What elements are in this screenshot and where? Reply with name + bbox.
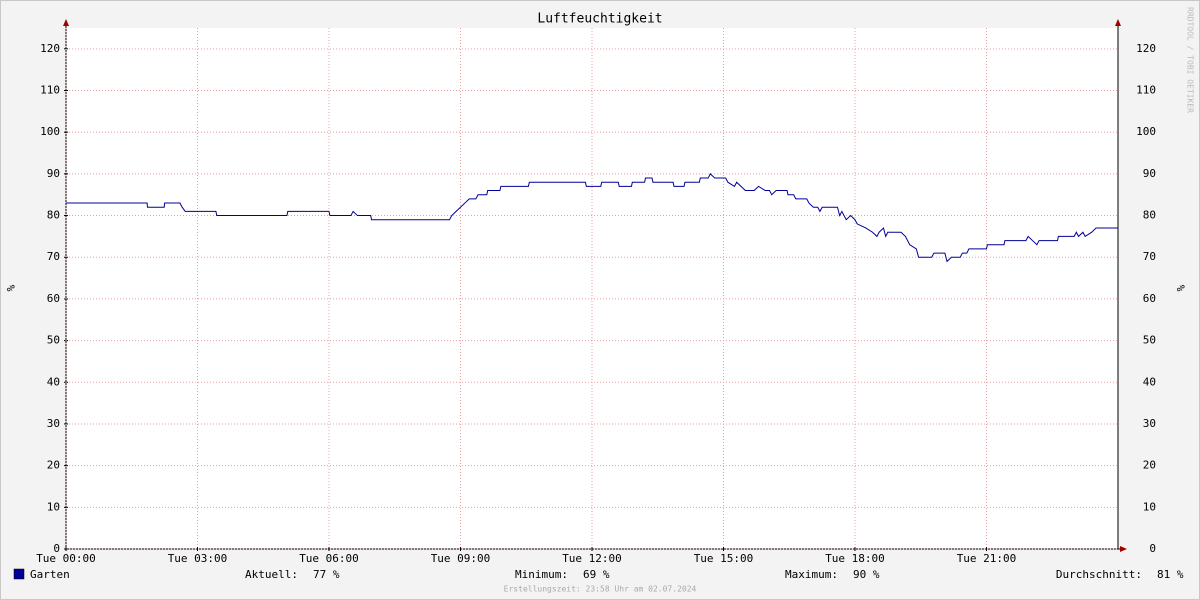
y2-tick-label: 90 [1143,167,1156,180]
y-tick-label: 120 [40,42,60,55]
axis-arrow [1115,19,1121,26]
y-tick-label: 60 [47,292,60,305]
x-tick-label: Tue 06:00 [299,552,359,565]
y2-tick-label: 30 [1143,417,1156,430]
legend-swatch [13,568,25,580]
y2-tick-label: 120 [1136,42,1156,55]
chart-title: Luftfeuchtigkeit [537,12,662,27]
y-tick-label: 80 [47,209,60,222]
x-tick-label: Tue 18:00 [825,552,885,565]
stat-value: 69 % [583,568,610,581]
y2-axis-label: % [1174,285,1187,292]
x-tick-label: Tue 00:00 [36,552,96,565]
y2-tick-label: 110 [1136,84,1156,97]
y-tick-label: 20 [47,459,60,472]
y2-tick-label: 50 [1143,334,1156,347]
x-tick-label: Tue 09:00 [431,552,491,565]
stat-label: Minimum: [515,568,568,581]
y-tick-label: 30 [47,417,60,430]
y-tick-label: 50 [47,334,60,347]
y-tick-label: 110 [40,84,60,97]
y-axis-label: % [4,285,17,292]
grid [64,28,1118,551]
x-tick-label: Tue 21:00 [957,552,1017,565]
watermark: RRDTOOL / TOBI OETIKER [1186,7,1195,113]
axis-arrow [1120,546,1127,552]
stat-label: Aktuell: [245,568,298,581]
x-tick-label: Tue 03:00 [168,552,228,565]
x-tick-label: Tue 15:00 [694,552,754,565]
stat-value: 81 % [1157,568,1184,581]
data-line [66,173,1118,263]
footer: Erstellungszeit: 23:58 Uhr am 02.07.2024 [504,585,697,594]
stat-value: 77 % [313,568,340,581]
x-tick-label: Tue 12:00 [562,552,622,565]
y-tick-label: 40 [47,375,60,388]
y2-tick-label: 100 [1136,125,1156,138]
y2-tick-label: 40 [1143,375,1156,388]
y2-tick-label: 0 [1149,542,1156,555]
stat-value: 90 % [853,568,880,581]
y2-tick-label: 10 [1143,500,1156,513]
y-tick-label: 90 [47,167,60,180]
y2-tick-label: 60 [1143,292,1156,305]
y-tick-label: 100 [40,125,60,138]
stat-label: Durchschnitt: [1056,568,1142,581]
plot-area [66,28,1118,549]
y2-tick-label: 20 [1143,459,1156,472]
y-tick-label: 70 [47,250,60,263]
y-tick-label: 10 [47,500,60,513]
axis-arrow [63,19,69,26]
stat-label: Maximum: [785,568,838,581]
y-tick-label: 0 [53,542,60,555]
labels: 0 0 10 10 20 20 30 30 40 40 50 50 60 60 70 70 80 80 90 90 10… [13,42,1184,581]
y2-tick-label: 70 [1143,250,1156,263]
legend-label: Garten [30,568,70,581]
marks [66,173,1118,263]
y2-tick-label: 80 [1143,209,1156,222]
